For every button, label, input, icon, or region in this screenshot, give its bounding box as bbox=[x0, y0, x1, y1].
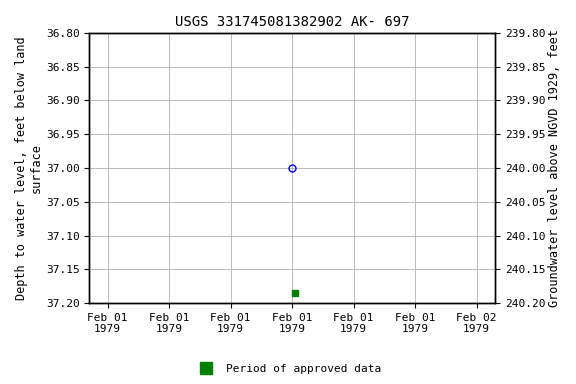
Y-axis label: Depth to water level, feet below land
surface: Depth to water level, feet below land su… bbox=[15, 36, 43, 300]
Legend: Period of approved data: Period of approved data bbox=[191, 359, 385, 379]
Y-axis label: Groundwater level above NGVD 1929, feet: Groundwater level above NGVD 1929, feet bbox=[548, 29, 561, 307]
Title: USGS 331745081382902 AK- 697: USGS 331745081382902 AK- 697 bbox=[175, 15, 410, 29]
